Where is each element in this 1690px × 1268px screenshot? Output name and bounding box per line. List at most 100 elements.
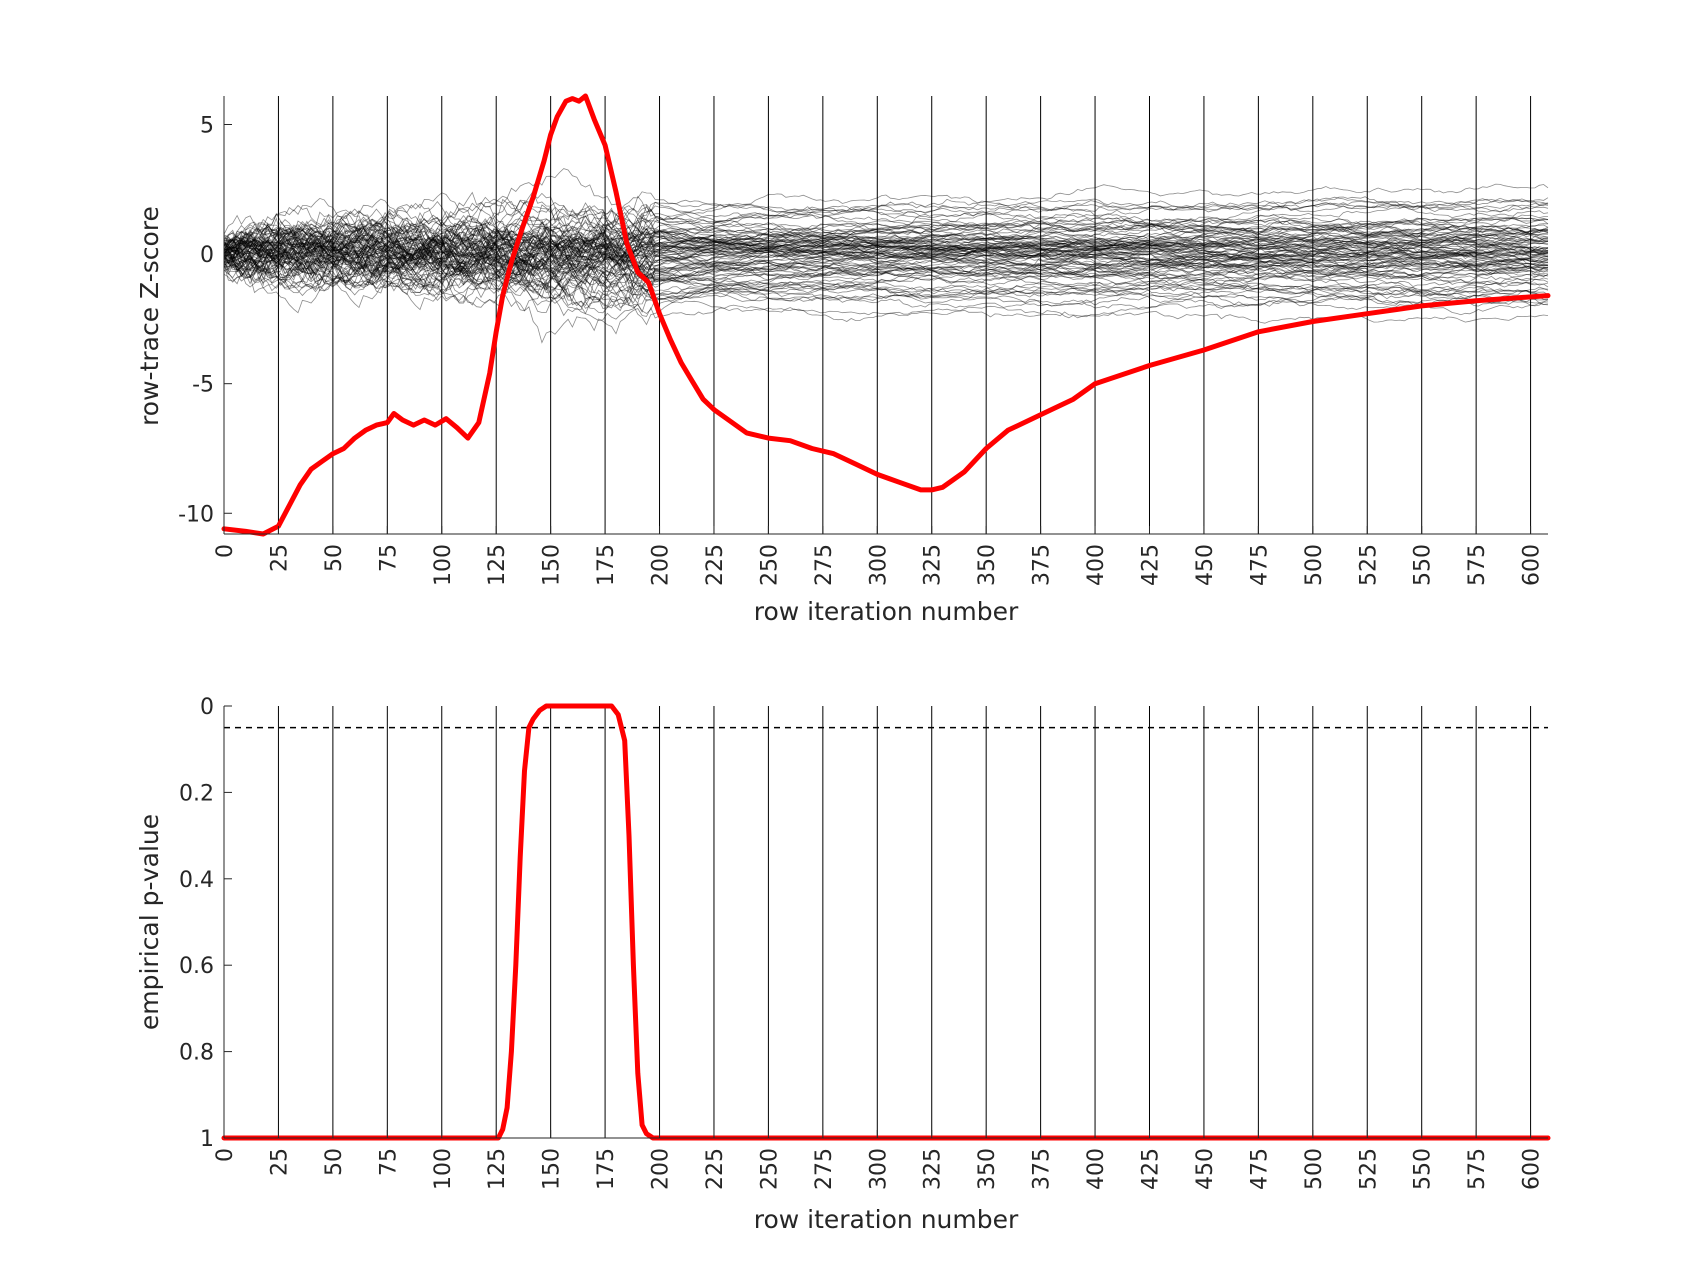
null-trace — [223, 206, 1549, 277]
null-trace — [223, 226, 1549, 279]
x-tick-label: 450 — [1193, 1148, 1218, 1190]
x-tick-label: 350 — [975, 1148, 1000, 1190]
null-trace — [223, 239, 1549, 287]
pvalue-panel: 0 25 50 75 100 125 150 175 200 225 250 275 300 325 350… — [135, 695, 1551, 1234]
null-trace — [223, 208, 1548, 272]
main-series-line — [221, 93, 1551, 537]
axes — [223, 705, 1548, 1139]
null-trace — [223, 221, 1549, 269]
null-trace — [223, 234, 1549, 311]
null-trace — [223, 234, 1549, 293]
null-trace — [223, 201, 1549, 274]
y-tick-label: -10 — [178, 502, 214, 527]
null-trace — [223, 217, 1549, 268]
null-trace — [223, 235, 1549, 281]
null-trace — [223, 241, 1549, 292]
x-tick-label: 75 — [376, 544, 401, 572]
x-tick-label: 175 — [594, 1148, 619, 1190]
null-trace — [223, 219, 1549, 270]
null-trace — [223, 222, 1549, 283]
null-trace — [223, 222, 1549, 289]
axes — [223, 96, 1548, 535]
null-trace — [223, 192, 1548, 268]
x-tick-label: 125 — [485, 544, 510, 586]
x-tick-label: 250 — [757, 1148, 782, 1190]
y-tick-label: 0 — [200, 695, 214, 720]
main-series-line — [221, 703, 1551, 1141]
x-axis-label: row iteration number — [754, 597, 1019, 626]
null-trace — [223, 208, 1549, 297]
x-tick-label: 100 — [431, 1148, 456, 1190]
null-trace — [223, 220, 1549, 282]
x-tick-label: 550 — [1411, 544, 1436, 586]
null-trace — [223, 219, 1549, 283]
x-tick-label: 500 — [1302, 1148, 1327, 1190]
null-trace — [223, 236, 1549, 306]
x-tick-label: 600 — [1520, 544, 1545, 586]
null-trace — [223, 228, 1549, 293]
x-tick-label: 525 — [1356, 1148, 1381, 1190]
x-tick-label: 100 — [431, 544, 456, 586]
null-trace — [223, 204, 1549, 267]
x-tick-label: 25 — [267, 544, 292, 572]
x-tick-label: 575 — [1465, 1148, 1490, 1190]
null-trace — [223, 241, 1549, 297]
x-tick-label: 525 — [1356, 544, 1381, 586]
x-tick-label: 250 — [757, 544, 782, 586]
null-trace — [223, 227, 1549, 283]
x-tick-label: 200 — [649, 544, 674, 586]
null-trace — [223, 229, 1549, 295]
x-tick-label: 375 — [1030, 1148, 1055, 1190]
x-tick-label: 475 — [1247, 1148, 1272, 1190]
x-tick-label: 125 — [485, 1148, 510, 1190]
null-trace — [223, 219, 1549, 284]
null-trace — [223, 210, 1549, 254]
null-trace — [223, 224, 1549, 271]
null-trace — [223, 227, 1549, 315]
null-trace — [223, 238, 1549, 296]
null-trace — [223, 212, 1549, 258]
null-trace — [223, 228, 1549, 288]
null-trace — [223, 227, 1549, 289]
x-tick-label: 150 — [540, 1148, 565, 1190]
null-trace — [223, 223, 1549, 303]
null-trace — [223, 183, 1549, 281]
null-trace — [223, 228, 1549, 283]
null-trace — [223, 216, 1549, 272]
null-trace — [223, 230, 1549, 309]
null-trace — [223, 239, 1549, 291]
x-tick-labels: 0 25 50 75 100 125 150 175 200 225 250 275 300 325 350… — [213, 544, 1545, 586]
null-trace — [223, 224, 1549, 268]
null-trace — [223, 247, 1549, 314]
null-trace — [223, 201, 1549, 269]
x-tick-label: 550 — [1411, 1148, 1436, 1190]
x-tick-label: 200 — [649, 1148, 674, 1190]
x-tick-label: 50 — [322, 1148, 347, 1176]
null-trace — [223, 230, 1549, 289]
x-tick-label: 50 — [322, 544, 347, 572]
null-trace — [223, 211, 1549, 261]
null-trace — [223, 217, 1549, 293]
y-axis-label: empirical p-value — [135, 814, 164, 1030]
null-trace — [223, 232, 1549, 286]
null-trace — [223, 191, 1549, 275]
null-trace — [223, 191, 1549, 252]
null-trace — [223, 250, 1549, 313]
y-tick-label: -5 — [192, 373, 214, 398]
null-trace — [223, 231, 1549, 309]
null-trace — [223, 223, 1549, 282]
null-trace — [223, 230, 1549, 285]
x-tick-label: 150 — [540, 544, 565, 586]
null-trace — [223, 231, 1549, 290]
null-trace — [223, 195, 1549, 278]
y-tick-label: 0.4 — [179, 868, 214, 893]
null-trace — [223, 198, 1548, 275]
y-tick-labels: 5 0 -5 -10 — [178, 114, 214, 528]
x-tick-label: 325 — [921, 1148, 946, 1190]
y-tick-label: 0 — [200, 243, 214, 268]
null-trace — [223, 190, 1548, 247]
null-trace — [223, 212, 1549, 299]
y-tick-label: 0.2 — [179, 781, 214, 806]
x-tick-label: 600 — [1520, 1148, 1545, 1190]
null-trace — [223, 236, 1549, 295]
